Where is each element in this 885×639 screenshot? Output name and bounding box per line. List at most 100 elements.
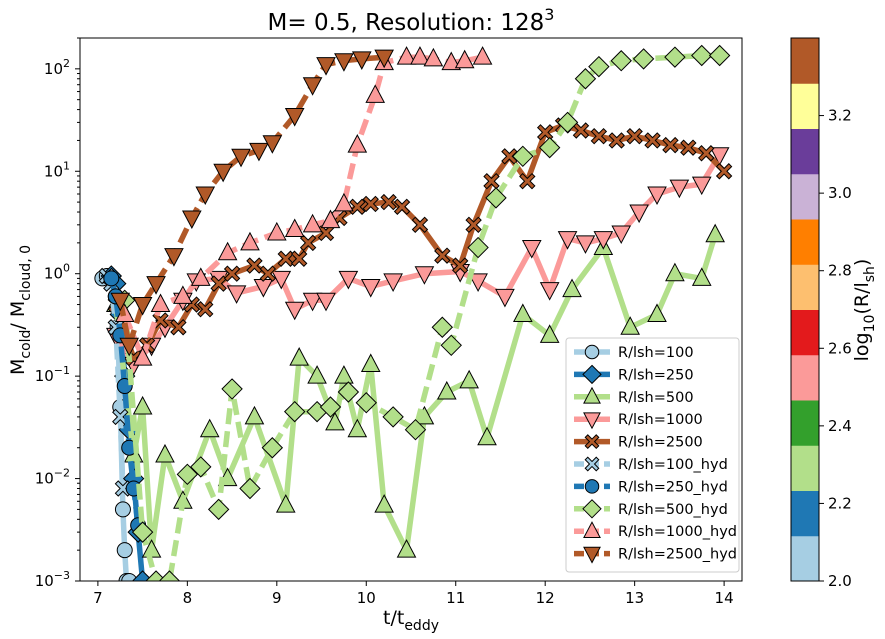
legend-entry-r-lsh-500: R/lsh=500 — [574, 386, 694, 406]
data-point — [436, 380, 457, 400]
data-point — [207, 498, 230, 521]
legend-label: R/lsh=2500 — [618, 435, 703, 451]
data-point — [266, 221, 287, 241]
colorbar-segment — [791, 400, 819, 446]
data-point — [411, 216, 429, 234]
data-point — [334, 365, 354, 384]
data-point — [307, 365, 327, 384]
data-point — [150, 293, 171, 313]
data-point — [302, 292, 323, 312]
data-point — [382, 406, 404, 428]
data-point — [588, 55, 610, 78]
chart-title: M= 0.5, Resolution: 1283 — [268, 5, 555, 36]
data-point — [110, 292, 131, 312]
data-point — [647, 186, 667, 206]
data-point — [468, 273, 488, 292]
colorbar-tick-label: 3.2 — [828, 107, 852, 125]
data-point — [393, 198, 411, 215]
data-point — [665, 262, 685, 282]
y-tick-label: 10−2 — [35, 467, 70, 488]
data-point — [539, 324, 560, 343]
x-tick-label: 7 — [93, 589, 103, 607]
colorbar-segment — [791, 264, 819, 310]
y-tick-label: 10−1 — [35, 364, 70, 385]
data-point — [119, 337, 140, 357]
y-axis-label-sub1: cold — [18, 330, 34, 359]
data-point — [632, 48, 655, 70]
data-point — [158, 570, 181, 581]
colorbar-frame — [790, 37, 820, 582]
legend-marker — [583, 521, 601, 538]
data-point — [221, 378, 243, 400]
series-r-lsh-1000-hyd — [114, 46, 493, 366]
y-axis-label-mid: / M — [7, 301, 29, 330]
data-point — [197, 301, 214, 318]
x-tick-label: 8 — [183, 589, 193, 607]
data-point — [244, 405, 265, 425]
legend-entry-r-lsh-100: R/lsh=100 — [574, 344, 694, 361]
data-point — [465, 216, 482, 234]
legend-entry-r-lsh-250: R/lsh=250 — [574, 364, 694, 385]
series-r-lsh-2500 — [107, 117, 733, 367]
colorbar-segment — [791, 128, 819, 175]
data-point — [239, 477, 261, 500]
data-point — [538, 136, 561, 159]
data-point — [715, 163, 733, 180]
data-point — [414, 266, 435, 285]
data-point — [132, 297, 153, 316]
data-point — [338, 270, 359, 290]
data-point — [261, 437, 284, 459]
data-point — [155, 443, 175, 463]
data-point — [302, 213, 323, 233]
data-point — [347, 134, 368, 153]
data-point — [259, 265, 277, 282]
data-point — [380, 193, 397, 211]
data-point — [319, 396, 342, 418]
data-point — [647, 303, 667, 322]
data-point — [590, 127, 608, 145]
legend-label: R/lsh=250_hyd — [618, 479, 728, 495]
data-point — [404, 418, 427, 441]
data-point — [132, 395, 153, 415]
data-point — [240, 231, 260, 251]
data-point — [698, 145, 715, 162]
data-point — [396, 539, 417, 558]
y-axis-label-main: M — [7, 359, 29, 375]
data-point — [262, 135, 283, 154]
data-point — [337, 381, 360, 403]
data-point — [575, 235, 596, 254]
colorbar-label: log10(R/lsh) — [851, 259, 878, 362]
data-point — [217, 241, 238, 261]
colorbar-tick-label: 2.8 — [828, 262, 852, 280]
colorbar-tick-label: 2.2 — [828, 494, 852, 512]
data-point — [495, 288, 515, 308]
colorbar-tick-label: 2.6 — [828, 339, 852, 357]
colorbar-segment — [791, 490, 819, 537]
data-point — [620, 316, 641, 335]
data-point — [316, 292, 336, 312]
data-point — [283, 400, 306, 423]
data-point — [472, 46, 493, 65]
data-point — [610, 50, 632, 72]
data-point — [146, 276, 166, 295]
x-tick-label: 12 — [536, 589, 555, 607]
colorbar-tick-label: 3.0 — [828, 184, 852, 202]
data-point — [334, 53, 354, 72]
data-point — [275, 494, 296, 513]
data-point — [164, 248, 184, 267]
data-point — [483, 172, 500, 190]
data-point — [451, 257, 469, 274]
colorbar-label-main: log — [851, 332, 873, 361]
data-point — [349, 198, 366, 215]
data-point — [190, 267, 211, 286]
data-point — [284, 108, 305, 127]
legend-label: R/lsh=250 — [618, 367, 694, 383]
legend-entry-r-lsh-1000-hyd: R/lsh=1000_hyd — [574, 521, 737, 540]
data-point — [360, 278, 381, 298]
data-point — [199, 418, 220, 438]
x-axis-label: t/teddy — [383, 607, 439, 634]
data-point — [246, 257, 263, 274]
colorbar-label-rest: (R/l — [851, 282, 873, 314]
data-point — [116, 542, 133, 559]
data-point — [691, 267, 712, 286]
